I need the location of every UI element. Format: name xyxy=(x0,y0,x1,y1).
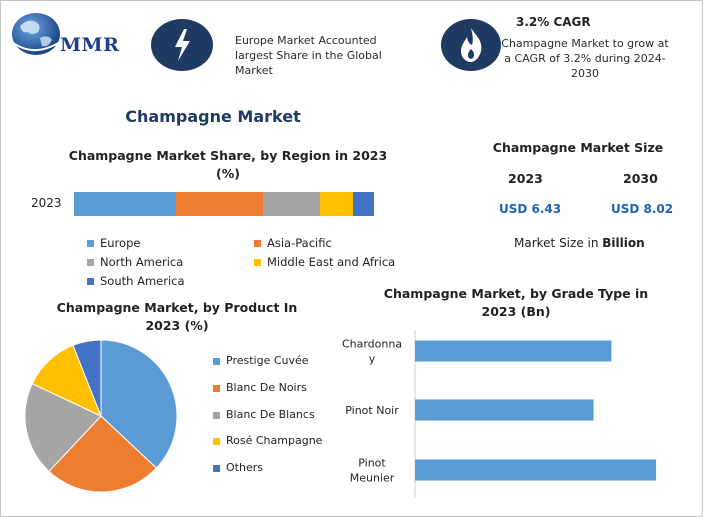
grade-category-label: Pinot Meunier xyxy=(350,457,395,485)
market-size-title: Champagne Market Size xyxy=(492,140,664,155)
pie-slice-prestige-cuvee xyxy=(100,340,178,469)
legend-swatch xyxy=(213,384,220,392)
product-legend-others: Others xyxy=(213,461,263,474)
pie-slice-blanc-de-blancs xyxy=(24,382,102,473)
pie-slice-others xyxy=(72,340,102,417)
legend-label: Middle East and Africa xyxy=(267,255,396,269)
pie-slice-blanc-de-noirs xyxy=(48,415,158,493)
market-size-2030: USD 8.02 xyxy=(611,202,674,216)
logo-text: MMR xyxy=(60,34,120,56)
legend-label: Others xyxy=(226,461,263,474)
region-bar-chart xyxy=(74,192,374,216)
legend-label: Rosé Champagne xyxy=(226,434,323,447)
legend-label: Blanc De Blancs xyxy=(226,408,315,421)
legend-swatch xyxy=(254,259,261,266)
region-legend-europe: Europe xyxy=(87,236,140,250)
logo: MMR xyxy=(6,8,136,58)
legend-swatch xyxy=(213,437,220,445)
region-chart-title: Champagne Market Share, by Region in 202… xyxy=(68,148,388,181)
region-segment-europe xyxy=(74,192,176,216)
product-legend-rose-champagne: Rosé Champagne xyxy=(213,434,322,447)
legend-swatch xyxy=(87,278,94,285)
product-legend-prestige-cuvee: Prestige Cuvée xyxy=(213,354,309,367)
year-2023-label: 2023 xyxy=(508,171,543,186)
legend-label: North America xyxy=(100,255,184,269)
cagr-text: Champagne Market to grow at a CAGR of 3.… xyxy=(501,37,669,80)
product-pie-chart xyxy=(24,340,178,493)
insight-text: Europe Market Accounted largest Share in… xyxy=(235,34,382,77)
legend-label: Europe xyxy=(100,236,141,250)
region-segment-north-america xyxy=(263,192,320,216)
grade-bar-pinot-noir xyxy=(415,399,594,421)
legend-swatch xyxy=(254,240,261,247)
grade-bar-pinot-meunier xyxy=(415,459,657,481)
grade-category-label: Pinot Noir xyxy=(345,404,399,417)
region-legend-south-america: South America xyxy=(87,274,185,288)
flame-icon xyxy=(461,28,482,62)
grade-chart-title: Champagne Market, by Grade Type in 2023 … xyxy=(383,286,649,319)
globe-icon xyxy=(11,13,67,55)
lightning-icon-circle xyxy=(151,19,213,71)
legend-swatch xyxy=(87,259,94,266)
region-segment-asia-pacific xyxy=(176,192,263,216)
legend-label: Blanc De Noirs xyxy=(226,381,307,394)
product-legend-blanc-de-blancs: Blanc De Blancs xyxy=(213,408,315,421)
grade-bar-chardonnay xyxy=(415,340,612,362)
legend-label: Prestige Cuvée xyxy=(226,354,309,367)
market-size-note: Market Size in Billion xyxy=(514,236,645,250)
lightning-icon xyxy=(175,29,190,61)
product-legend-blanc-de-noirs: Blanc De Noirs xyxy=(213,381,307,394)
cagr-title: 3.2% CAGR xyxy=(516,15,591,29)
market-size-note-prefix: Market Size in xyxy=(514,236,603,250)
region-legend-north-america: North America xyxy=(87,255,183,269)
flame-icon-circle xyxy=(441,19,501,71)
legend-swatch xyxy=(213,357,220,365)
legend-label: South America xyxy=(100,274,185,288)
product-chart-title: Champagne Market, by Product In 2023 (%) xyxy=(56,300,298,333)
page-title: Champagne Market xyxy=(125,107,301,126)
region-segment-south-america xyxy=(353,192,374,216)
region-legend-middle-east-and-africa: Middle East and Africa xyxy=(254,255,395,269)
grade-category-label: Chardonna y xyxy=(342,338,402,366)
legend-swatch xyxy=(87,240,94,247)
legend-swatch xyxy=(213,464,220,472)
year-2030-label: 2030 xyxy=(623,171,658,186)
legend-label: Asia-Pacific xyxy=(267,236,332,250)
legend-swatch xyxy=(213,411,220,419)
region-category-label: 2023 xyxy=(31,196,62,210)
market-size-2023: USD 6.43 xyxy=(499,202,562,216)
region-segment-middle-east-and-africa xyxy=(320,192,353,216)
region-legend-asia-pacific: Asia-Pacific xyxy=(254,236,332,250)
market-size-note-unit: Billion xyxy=(602,236,645,250)
grade-bar-chart: Chardonna y Pinot Noir Pinot Meunier xyxy=(342,330,657,498)
